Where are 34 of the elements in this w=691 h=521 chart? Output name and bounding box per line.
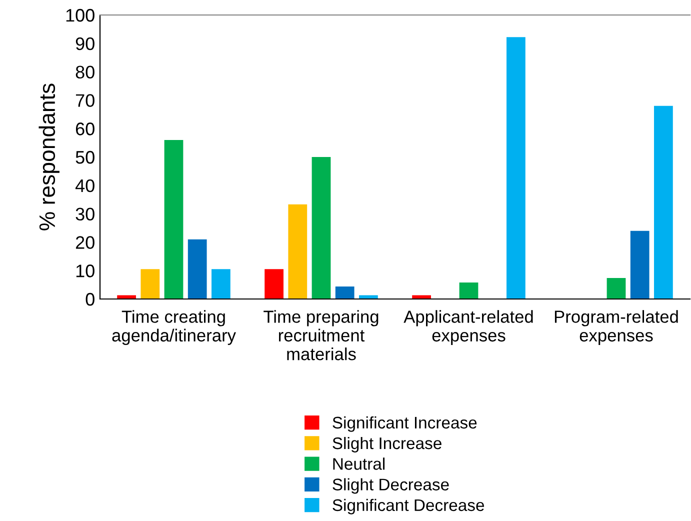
y-tick-label: 0	[86, 292, 94, 306]
y-tick-label: 30	[76, 208, 94, 221]
bar	[264, 269, 284, 299]
legend-label: Slight Decrease	[332, 478, 449, 494]
y-tick-label: 60	[76, 122, 94, 136]
legend-label: Slight Increase	[332, 436, 442, 452]
bar	[212, 269, 230, 299]
x-tick-label: Time preparing recruitment materials	[264, 310, 378, 360]
y-tick-label: 80	[76, 66, 94, 79]
y-tick-label: 90	[76, 37, 94, 50]
bar	[459, 282, 478, 299]
legend-label: Significant Decrease	[332, 498, 484, 514]
x-tick-label: Time creating agenda/itinerary	[112, 310, 236, 345]
y-axis-title: % respondants	[38, 84, 60, 230]
legend-label: Neutral	[333, 458, 385, 470]
y-tick-label: 70	[76, 94, 94, 107]
bar	[654, 106, 673, 299]
bar	[188, 239, 207, 299]
bar	[506, 37, 526, 299]
bar	[606, 278, 626, 299]
x-tick-label: Program-related expenses	[554, 310, 678, 345]
y-tick-label: 50	[76, 150, 94, 164]
y-tick-label: 100	[66, 8, 94, 22]
y-tick-label: 20	[76, 236, 94, 249]
y-tick-label: 10	[76, 264, 94, 278]
bar	[164, 140, 184, 299]
bar	[630, 230, 650, 299]
y-tick-label: 40	[75, 179, 94, 192]
bar	[335, 286, 354, 299]
x-tick-label: Applicant-related expenses	[404, 310, 533, 345]
legend-label: Significant Increase	[332, 416, 477, 432]
bar	[288, 204, 308, 299]
bar	[312, 157, 331, 299]
bar	[140, 269, 160, 299]
